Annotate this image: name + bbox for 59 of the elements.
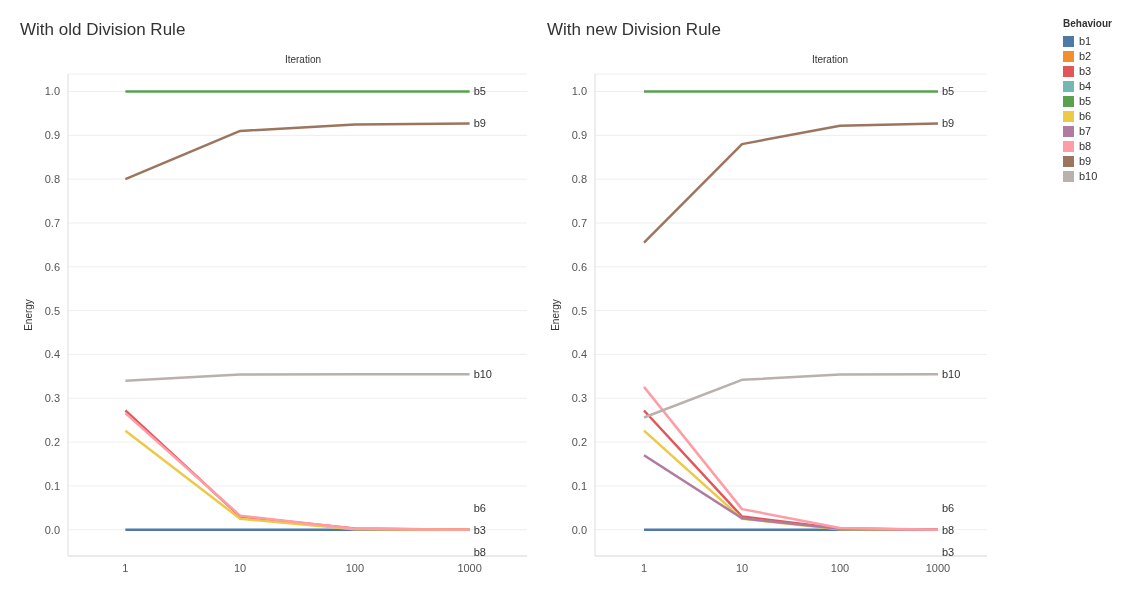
annotation: b8 (473, 545, 486, 558)
y-tick-label: 0.7 (44, 216, 60, 229)
y-tick-label: 0.4 (571, 348, 587, 361)
legend-label: b3 (1079, 64, 1092, 79)
y-tick-label: 0.8 (571, 173, 587, 186)
y-axis-title: Energy (22, 299, 34, 331)
x-tick-label: 1 (640, 561, 648, 574)
legend-label: b6 (1079, 109, 1092, 124)
x-axis-title: Iteration (283, 54, 323, 65)
y-tick-label: 1.0 (571, 85, 587, 98)
y-tick-label: 0.9 (571, 129, 587, 142)
legend-label: b1 (1079, 34, 1092, 49)
y-tick-label: 0.7 (571, 216, 587, 229)
y-tick-label: 0.1 (571, 479, 587, 492)
chart-title: With old Division Rule (20, 20, 186, 40)
annotation: b9 (942, 117, 955, 130)
legend-label: b5 (1079, 94, 1092, 109)
legend-label: b8 (1079, 139, 1092, 154)
annotation: b8 (942, 523, 955, 536)
annotation: b5 (473, 85, 486, 98)
annotation: b6 (473, 501, 486, 514)
legend-label: b2 (1079, 49, 1092, 64)
y-tick-label: 0.1 (44, 479, 60, 492)
legend-label: b4 (1079, 79, 1092, 94)
y-tick-label: 0.6 (571, 260, 587, 273)
y-tick-label: 0.0 (571, 523, 587, 536)
y-tick-label: 0.3 (44, 392, 60, 405)
x-tick-label: 1 (122, 561, 129, 574)
legend-label: b10 (1079, 169, 1098, 184)
y-tick-label: 0.4 (44, 348, 60, 361)
annotation: b10 (942, 368, 961, 381)
annotation: b6 (942, 501, 955, 514)
legend-title: Behaviour (1063, 18, 1113, 29)
y-tick-label: 0.2 (44, 435, 60, 448)
y-tick-label: 1.0 (44, 85, 60, 98)
x-tick-label: 1000 (457, 561, 482, 574)
x-tick-label: 100 (345, 561, 365, 574)
annotation: b9 (473, 117, 486, 130)
y-tick-label: 0.5 (44, 304, 60, 317)
x-axis-title: Iteration (810, 54, 850, 65)
y-tick-label: 0.5 (571, 304, 587, 317)
annotation: b3 (473, 523, 486, 536)
x-tick-label: 10 (234, 561, 247, 574)
x-tick-label: 100 (830, 561, 850, 574)
legend-label: b9 (1079, 154, 1092, 169)
x-tick-label: 1000 (925, 561, 951, 574)
y-tick-label: 0.8 (44, 173, 60, 186)
y-tick-label: 0.0 (44, 523, 60, 536)
y-tick-label: 0.9 (44, 129, 60, 142)
annotation: b5 (942, 85, 955, 98)
y-tick-label: 0.6 (44, 260, 60, 273)
y-tick-label: 0.2 (571, 435, 587, 448)
legend-label: b7 (1079, 124, 1092, 139)
annotation: b10 (473, 368, 492, 381)
x-tick-label: 10 (735, 561, 749, 574)
y-tick-label: 0.3 (571, 392, 587, 405)
chart-title: With new Division Rule (547, 20, 721, 40)
y-axis-title: Energy (549, 299, 561, 331)
annotation: b3 (942, 545, 955, 558)
